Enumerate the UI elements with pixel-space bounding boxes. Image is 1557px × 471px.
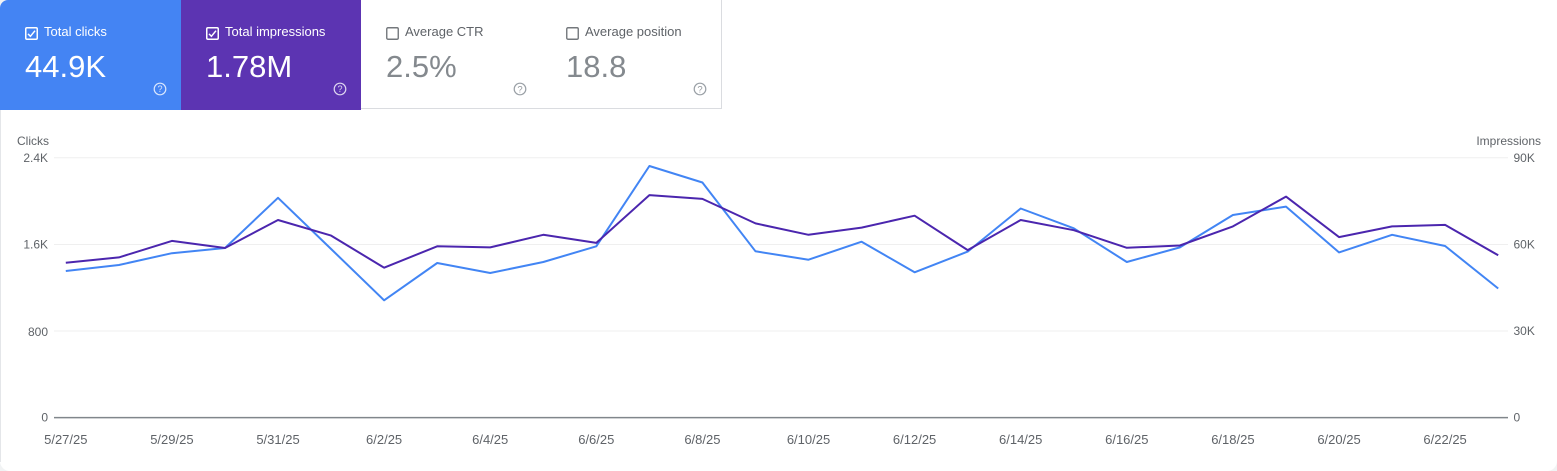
svg-text:6/16/25: 6/16/25 — [1105, 432, 1148, 447]
svg-text:60K: 60K — [1514, 238, 1535, 252]
svg-text:5/27/25: 5/27/25 — [44, 432, 87, 447]
svg-text:6/22/25: 6/22/25 — [1423, 432, 1466, 447]
svg-text:Clicks: Clicks — [17, 134, 49, 148]
svg-text:6/6/25: 6/6/25 — [578, 432, 614, 447]
svg-text:6/10/25: 6/10/25 — [787, 432, 830, 447]
svg-text:?: ? — [157, 84, 162, 94]
svg-text:?: ? — [517, 84, 522, 95]
svg-text:6/20/25: 6/20/25 — [1317, 432, 1360, 447]
svg-text:6/2/25: 6/2/25 — [366, 432, 402, 447]
svg-text:6/12/25: 6/12/25 — [893, 432, 936, 447]
svg-text:800: 800 — [28, 325, 48, 339]
svg-text:2.4K: 2.4K — [23, 151, 48, 165]
svg-text:1.6K: 1.6K — [23, 238, 48, 252]
svg-text:Impressions: Impressions — [1476, 134, 1541, 148]
svg-text:0: 0 — [1514, 411, 1521, 425]
svg-text:0: 0 — [41, 411, 48, 425]
svg-text:30K: 30K — [1514, 324, 1535, 338]
svg-text:6/8/25: 6/8/25 — [684, 432, 720, 447]
svg-text:?: ? — [337, 84, 342, 94]
svg-text:90K: 90K — [1514, 151, 1535, 165]
svg-text:6/18/25: 6/18/25 — [1211, 432, 1254, 447]
svg-text:6/4/25: 6/4/25 — [472, 432, 508, 447]
svg-text:5/29/25: 5/29/25 — [150, 432, 193, 447]
svg-text:5/31/25: 5/31/25 — [256, 432, 299, 447]
svg-text:6/14/25: 6/14/25 — [999, 432, 1042, 447]
svg-text:?: ? — [697, 84, 702, 95]
